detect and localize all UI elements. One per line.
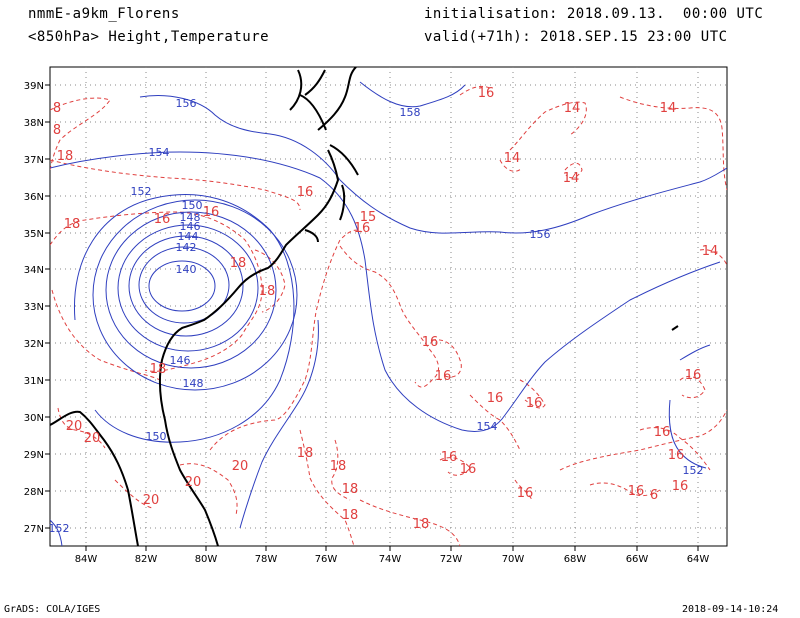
temp-label: 20: [232, 459, 249, 474]
height-label: 140: [176, 263, 197, 276]
temp-label: 20: [143, 493, 160, 508]
lon-label: 74W: [379, 554, 402, 565]
lon-label: 70W: [502, 554, 525, 565]
init-time: initialisation: 2018.09.13. 00:00 UTC: [424, 6, 764, 22]
lon-labels: 84W 82W 80W 78W 76W 74W 72W 70W 68W 66W …: [75, 554, 710, 565]
temp-label: 8: [53, 101, 61, 116]
temp-label: 18: [150, 362, 167, 377]
temp-label: 16: [460, 462, 477, 477]
temp-label: 18: [330, 459, 347, 474]
temp-label: 18: [342, 508, 359, 523]
temp-label: 16: [628, 484, 645, 499]
lat-label: 33N: [24, 302, 44, 313]
lat-label: 27N: [24, 524, 44, 535]
temp-label: 16: [487, 391, 504, 406]
lat-label: 31N: [24, 376, 44, 387]
temp-label: 16: [668, 448, 685, 463]
height-label: 150: [182, 199, 203, 212]
lat-labels: 39N 38N 37N 36N 35N 34N 33N 32N 31N 30N …: [24, 81, 44, 535]
temp-label: 18: [230, 256, 247, 271]
lat-label: 39N: [24, 81, 44, 92]
temp-label: 16: [685, 368, 702, 383]
temp-label: 16: [517, 486, 534, 501]
height-label: 146: [170, 354, 191, 367]
height-label: 152: [683, 464, 704, 477]
field-title: <850hPa> Height,Temperature: [28, 29, 270, 45]
height-label: 142: [176, 241, 197, 254]
temp-label: 16: [654, 425, 671, 440]
temp-label: 16: [297, 185, 314, 200]
temp-label: 14: [563, 171, 580, 186]
coastline: [50, 67, 679, 546]
lon-label: 76W: [315, 554, 338, 565]
height-label: 154: [149, 146, 170, 159]
temp-label: 8: [53, 123, 61, 138]
temperature-contours: [50, 85, 727, 546]
temp-label: 18: [57, 149, 74, 164]
lat-label: 35N: [24, 229, 44, 240]
temp-label: 15: [360, 210, 377, 225]
height-label: 148: [180, 211, 201, 224]
model-title: nmmE-a9km_Florens: [28, 6, 180, 22]
lon-label: 84W: [75, 554, 98, 565]
lon-label: 78W: [255, 554, 278, 565]
lon-label: 82W: [135, 554, 158, 565]
temp-label: 14: [504, 151, 521, 166]
temp-label: 16: [526, 396, 543, 411]
temp-label: 16: [154, 212, 171, 227]
lon-label: 80W: [195, 554, 218, 565]
axis-ticks: [45, 84, 699, 551]
height-label: 146: [180, 220, 201, 233]
temp-label: 20: [84, 431, 101, 446]
lon-label: 64W: [687, 554, 710, 565]
valid-time: valid(+71h): 2018.SEP.15 23:00 UTC: [424, 29, 728, 45]
temp-label: 18: [413, 517, 430, 532]
lat-label: 37N: [24, 155, 44, 166]
temp-label: 16: [435, 369, 452, 384]
temp-label: 18: [64, 217, 81, 232]
lon-label: 68W: [564, 554, 587, 565]
lat-label: 38N: [24, 118, 44, 129]
height-label: 154: [477, 420, 498, 433]
temp-label: 16: [203, 205, 220, 220]
temp-label: 20: [185, 475, 202, 490]
lat-label: 28N: [24, 487, 44, 498]
temp-label: 14: [702, 244, 719, 259]
temp-label: 16: [441, 450, 458, 465]
temp-label: 16: [672, 479, 689, 494]
lat-label: 29N: [24, 450, 44, 461]
height-contours: [50, 81, 727, 546]
height-label: 144: [178, 230, 199, 243]
temp-label: 16: [422, 335, 439, 350]
temperature-labels: 8 8 18 18 16 16 16 16 15 16 14 14 14 14 …: [53, 86, 718, 532]
footer-credit: GrADS: COLA/IGES: [4, 604, 101, 615]
temp-label: 16: [478, 86, 495, 101]
height-label: 152: [49, 522, 70, 535]
lon-label: 72W: [440, 554, 463, 565]
height-label: 156: [176, 97, 197, 110]
footer-timestamp: 2018-09-14-10:24: [682, 604, 779, 615]
temp-label: 18: [297, 446, 314, 461]
temp-label: 18: [259, 284, 276, 299]
lat-label: 36N: [24, 192, 44, 203]
height-label: 150: [146, 430, 167, 443]
temp-label: 16: [354, 221, 371, 236]
lat-label: 30N: [24, 413, 44, 424]
temp-label: 14: [564, 101, 581, 116]
temp-label: 14: [660, 101, 677, 116]
lat-label: 32N: [24, 339, 44, 350]
temp-label: 18: [342, 482, 359, 497]
temp-label: 6: [650, 488, 658, 503]
lon-label: 66W: [626, 554, 649, 565]
height-label: 158: [400, 106, 421, 119]
height-label: 148: [183, 377, 204, 390]
height-label: 152: [131, 185, 152, 198]
temp-label: 20: [66, 419, 83, 434]
lat-label: 34N: [24, 265, 44, 276]
height-labels: 156 158 154 152 150 148 146 144 142 140 …: [49, 97, 704, 535]
height-label: 156: [530, 228, 551, 241]
